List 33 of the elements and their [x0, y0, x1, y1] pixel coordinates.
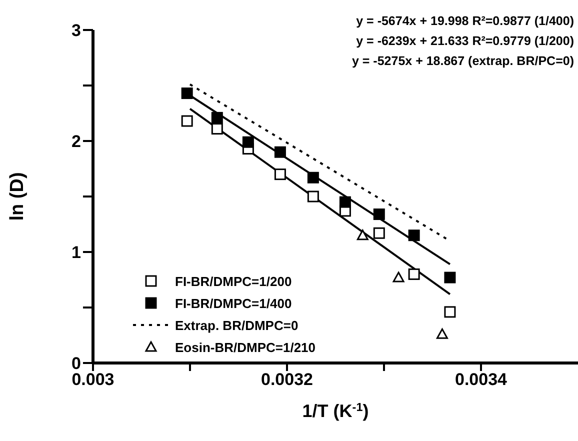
point: [373, 208, 385, 220]
point: [181, 115, 193, 127]
point: [436, 328, 448, 339]
legend-label: Eosin-BR/DMPC=1/210: [175, 340, 316, 354]
point: [444, 272, 456, 284]
point: [408, 268, 420, 280]
point: [339, 196, 351, 208]
y-axis-title: ln (D): [7, 172, 28, 221]
y-tick-label: 2: [72, 132, 81, 152]
point: [211, 123, 223, 135]
point: [356, 230, 368, 240]
point: [274, 168, 286, 180]
text: y = -5674x + 19.998 R²=0.9877 (1/400): [356, 14, 574, 28]
x-tick-label: 0.0032: [261, 370, 313, 390]
legend-label: Extrap. BR/DMPC=0: [175, 318, 298, 332]
point: [408, 230, 420, 242]
point: [307, 172, 319, 184]
point: [211, 112, 223, 124]
legend-label: FI-BR/DMPC=1/200: [175, 274, 292, 288]
annotation: y = -6239x + 21.633 R²=0.9779 (1/200): [356, 34, 574, 48]
point: [392, 272, 404, 282]
point: [274, 146, 286, 158]
y-tick-label: 1: [72, 243, 81, 262]
legend-label: FI-BR/DMPC=1/400: [175, 296, 292, 310]
x-tick-label: 0.0034: [455, 370, 508, 390]
point: [242, 136, 254, 148]
y-tick-label: 3: [72, 21, 81, 40]
point: [181, 88, 193, 100]
point: [307, 190, 319, 202]
point: [373, 227, 385, 239]
annotation: y = -5275x + 18.867 (extrap. BR/PC=0): [352, 54, 574, 68]
point: [444, 306, 456, 318]
x-axis-title: 1/T (K$^{-1}$): [302, 400, 369, 421]
